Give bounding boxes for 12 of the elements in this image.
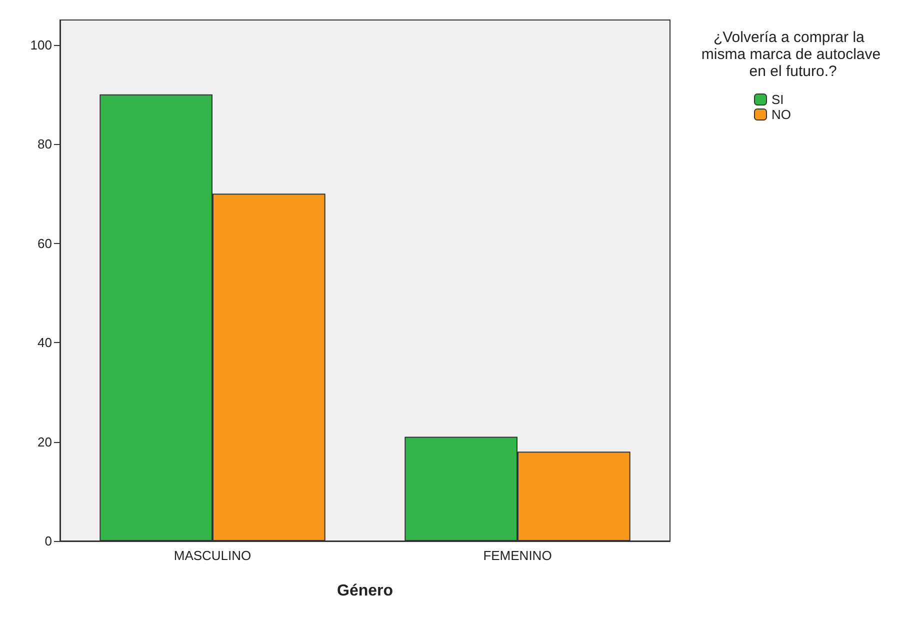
y-tick-label: 40 bbox=[38, 335, 52, 350]
y-tick-label: 60 bbox=[38, 236, 52, 251]
y-tick-label: 100 bbox=[30, 37, 52, 52]
y-tick-label: 80 bbox=[38, 136, 52, 152]
x-tick-label: MASCULINO bbox=[174, 548, 252, 563]
legend-label: NO bbox=[772, 107, 791, 122]
y-tick-label: 0 bbox=[44, 534, 52, 548]
legend-label: SI bbox=[772, 92, 784, 107]
x-axis-title: Género bbox=[336, 582, 394, 600]
y-tick-label: 20 bbox=[38, 434, 52, 450]
x-tick-label: FEMENINO bbox=[483, 548, 552, 563]
legend-title: ¿Volvería a comprar la misma marca de autoclave en el futuro.? bbox=[701, 29, 881, 80]
